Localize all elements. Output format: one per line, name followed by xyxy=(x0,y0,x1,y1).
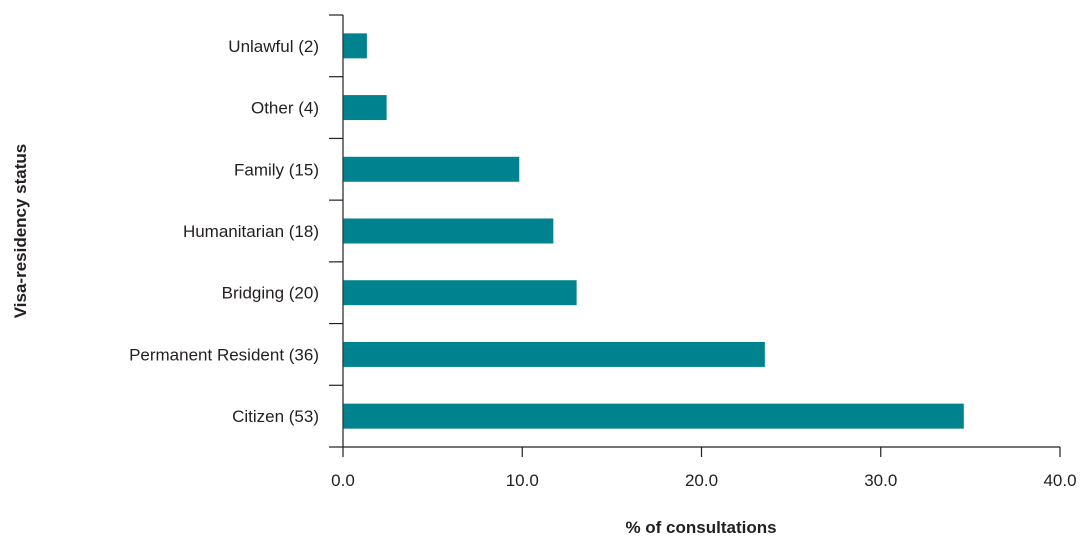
x-tick-label: 20.0 xyxy=(685,471,718,490)
x-tick-label: 30.0 xyxy=(864,471,897,490)
x-tick-label: 10.0 xyxy=(506,471,539,490)
x-tick-label: 40.0 xyxy=(1043,471,1076,490)
bar xyxy=(343,341,765,367)
category-label: Permanent Resident (36) xyxy=(129,345,319,364)
bar xyxy=(343,403,964,429)
category-label: Bridging (20) xyxy=(222,284,319,303)
category-label: Citizen (53) xyxy=(232,407,319,426)
x-axis: 0.0 10.0 20.0 30.0 40.0 xyxy=(331,446,1077,490)
category-label: Humanitarian (18) xyxy=(183,222,319,241)
bar xyxy=(343,218,554,244)
bar xyxy=(343,95,387,121)
bar xyxy=(343,33,367,59)
x-axis-title: % of consultations xyxy=(625,518,776,537)
category-label: Unlawful (2) xyxy=(228,37,319,56)
y-axis-title: Visa-residency status xyxy=(11,144,30,319)
bar xyxy=(343,156,520,182)
y-axis: Unlawful (2) Other (4) Family (15) Humanita… xyxy=(129,14,344,448)
category-label: Family (15) xyxy=(234,160,319,179)
category-label: Other (4) xyxy=(251,99,319,118)
bars-group xyxy=(343,33,964,429)
x-tick-label: 0.0 xyxy=(331,471,355,490)
bar xyxy=(343,280,577,306)
